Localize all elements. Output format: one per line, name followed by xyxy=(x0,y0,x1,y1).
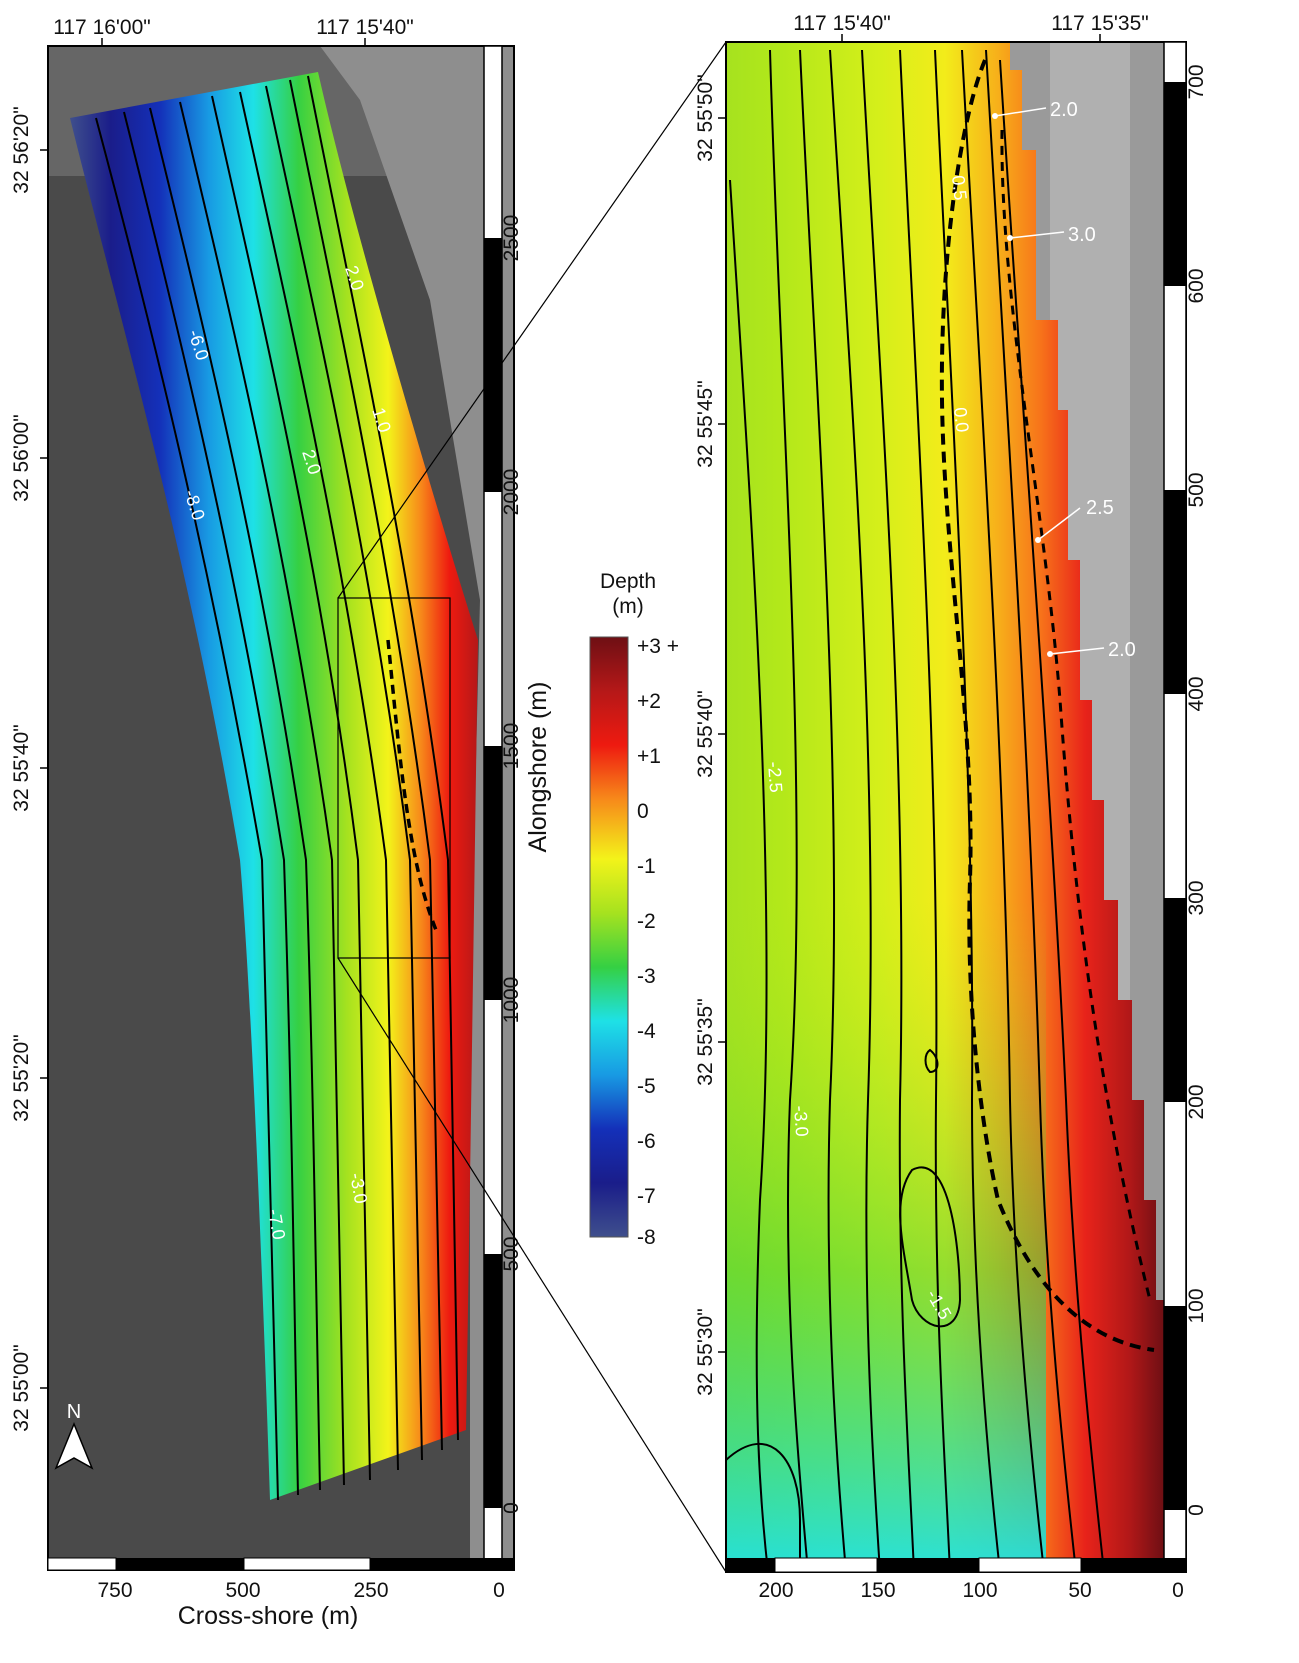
colorbar-tick: -3 xyxy=(637,965,656,988)
colorbar-unit: (m) xyxy=(612,595,643,618)
lat-label: 32 56'00" xyxy=(10,414,33,501)
colorbar-tick: 0 xyxy=(637,800,649,823)
alongshore-tick-label: 500 xyxy=(1185,472,1208,507)
alongshore-axis-title: Alongshore (m) xyxy=(524,682,552,853)
alongshore-tick-label: 500 xyxy=(500,1236,523,1271)
colorbar-tick: -1 xyxy=(637,855,656,878)
contour-label: -2.5 xyxy=(764,761,786,793)
north-label: N xyxy=(67,1401,81,1423)
colorbar-tick: -4 xyxy=(637,1020,656,1043)
alongshore-tick-label: 1500 xyxy=(500,723,523,770)
left-bathymetry-survey xyxy=(70,72,478,1500)
left-depth-contours xyxy=(95,75,459,1501)
right-top-lon-labels: 117 15'40" 117 15'35" xyxy=(793,12,1149,42)
right-map-panel: 0.5 0.0 -2.5 -3.0 -1.5 2.0 3.0 2.5 2.0 xyxy=(694,12,1208,1602)
alongshore-tick-label: 2000 xyxy=(500,469,523,516)
right-lat-labels: 32 55'50" 32 55'45" 32 55'40" 32 55'35" … xyxy=(694,74,726,1396)
right-deep-water-tint xyxy=(726,900,1046,1572)
alongshore-tick-label: 1000 xyxy=(500,977,523,1024)
lat-label: 32 56'20" xyxy=(10,106,33,193)
left-map-land-strip xyxy=(320,46,514,1570)
alongshore-tick-label: 700 xyxy=(1185,64,1208,99)
left-zoom-box xyxy=(337,597,451,959)
contour-label: -3.0 xyxy=(790,1105,812,1137)
right-alongshore-scalebar xyxy=(1163,41,1187,1573)
lat-label: 32 55'00" xyxy=(10,1344,33,1431)
north-arrow-icon xyxy=(54,1422,94,1470)
contour-label: 0.5 xyxy=(948,174,971,201)
crossshore-tick-label: 100 xyxy=(962,1579,997,1602)
crossshore-tick-label: 0 xyxy=(1172,1579,1184,1602)
alongshore-tick-label: 0 xyxy=(500,1502,523,1514)
alongshore-tick-label: 100 xyxy=(1185,1288,1208,1323)
lon-label: 117 15'35" xyxy=(1051,12,1149,35)
callout-label: 2.0 xyxy=(1050,99,1078,121)
depth-colorbar: Depth (m) +3 + +2 +1 0 -1 -2 -3 -4 -5 -6… xyxy=(589,570,679,1249)
right-crossshore-scalebar xyxy=(726,1557,1186,1573)
zoom-connector-lines xyxy=(337,41,727,1573)
left-crossshore-axis: 750 500 250 0 Cross-shore (m) xyxy=(97,1579,504,1630)
right-crossshore-axis: 200 150 100 50 0 xyxy=(758,1579,1183,1602)
crossshore-tick-label: 150 xyxy=(860,1579,895,1602)
colorbar-tick: -7 xyxy=(637,1185,656,1208)
lon-label: 117 15'40" xyxy=(316,16,414,39)
colorbar-tick: -6 xyxy=(637,1130,656,1153)
colorbar-tick: -8 xyxy=(637,1226,656,1249)
alongshore-tick-label: 600 xyxy=(1185,268,1208,303)
lat-label: 32 55'40" xyxy=(10,724,33,811)
lat-label: 32 55'45" xyxy=(694,380,717,467)
colorbar-title: Depth xyxy=(600,570,656,593)
lon-label: 117 16'00" xyxy=(53,16,151,39)
alongshore-tick-label: 0 xyxy=(1185,1504,1208,1516)
left-alongshore-axis: 2500 2000 1500 1000 500 0 Alongshore (m) xyxy=(500,215,552,1514)
crossshore-tick-label: 250 xyxy=(353,1579,388,1602)
colorbar-tick: -2 xyxy=(637,910,656,933)
callout-label: 2.0 xyxy=(1108,639,1136,661)
left-crossshore-scalebar xyxy=(47,1557,514,1571)
lat-label: 32 55'20" xyxy=(10,1034,33,1121)
lon-label: 117 15'40" xyxy=(793,12,891,35)
colorbar-tick: +2 xyxy=(637,690,661,713)
colorbar-ramp xyxy=(589,636,629,1238)
alongshore-tick-label: 300 xyxy=(1185,880,1208,915)
lat-label: 32 55'35" xyxy=(694,998,717,1085)
north-arrow: N xyxy=(54,1401,94,1470)
colorbar-ticks: +3 + +2 +1 0 -1 -2 -3 -4 -5 -6 -7 -8 xyxy=(637,635,679,1249)
left-alongshore-scalebar xyxy=(483,45,503,1571)
crossshore-tick-label: 500 xyxy=(225,1579,260,1602)
lat-label: 32 55'40" xyxy=(694,690,717,777)
right-callouts: 2.0 3.0 2.5 2.0 xyxy=(992,99,1136,661)
callout-label: 2.5 xyxy=(1086,497,1114,519)
left-top-lon-labels: 117 16'00" 117 15'40" xyxy=(53,16,414,46)
crossshore-tick-label: 750 xyxy=(97,1579,132,1602)
left-map-panel: 2.0 -6.0 1.0 2.0 -8.0 -3.0 -7.0 N 117 16… xyxy=(10,16,552,1630)
crossshore-tick-label: 200 xyxy=(758,1579,793,1602)
crossshore-tick-label: 0 xyxy=(493,1579,505,1602)
colorbar-tick: +3 + xyxy=(637,635,679,658)
lat-label: 32 55'30" xyxy=(694,1308,717,1395)
left-contour-labels: 2.0 -6.0 1.0 2.0 -8.0 -3.0 -7.0 xyxy=(180,263,395,1241)
alongshore-tick-label: 2500 xyxy=(500,215,523,262)
colorbar-tick: +1 xyxy=(637,745,661,768)
alongshore-tick-label: 200 xyxy=(1185,1084,1208,1119)
left-lat-labels: 32 56'20" 32 56'00" 32 55'40" 32 55'20" … xyxy=(10,106,48,1432)
contour-label: 0.0 xyxy=(950,406,973,433)
crossshore-axis-title: Cross-shore (m) xyxy=(178,1602,359,1630)
left-shoreline-dashed xyxy=(386,639,438,931)
callout-label: 3.0 xyxy=(1068,224,1096,246)
right-shoreline-dashed xyxy=(939,59,1155,1352)
colorbar-tick: -5 xyxy=(637,1075,656,1098)
alongshore-tick-label: 400 xyxy=(1185,676,1208,711)
right-alongshore-axis: 700 600 500 400 300 200 100 0 xyxy=(1185,64,1208,1515)
crossshore-tick-label: 50 xyxy=(1068,1579,1091,1602)
lat-label: 32 55'50" xyxy=(694,74,717,161)
